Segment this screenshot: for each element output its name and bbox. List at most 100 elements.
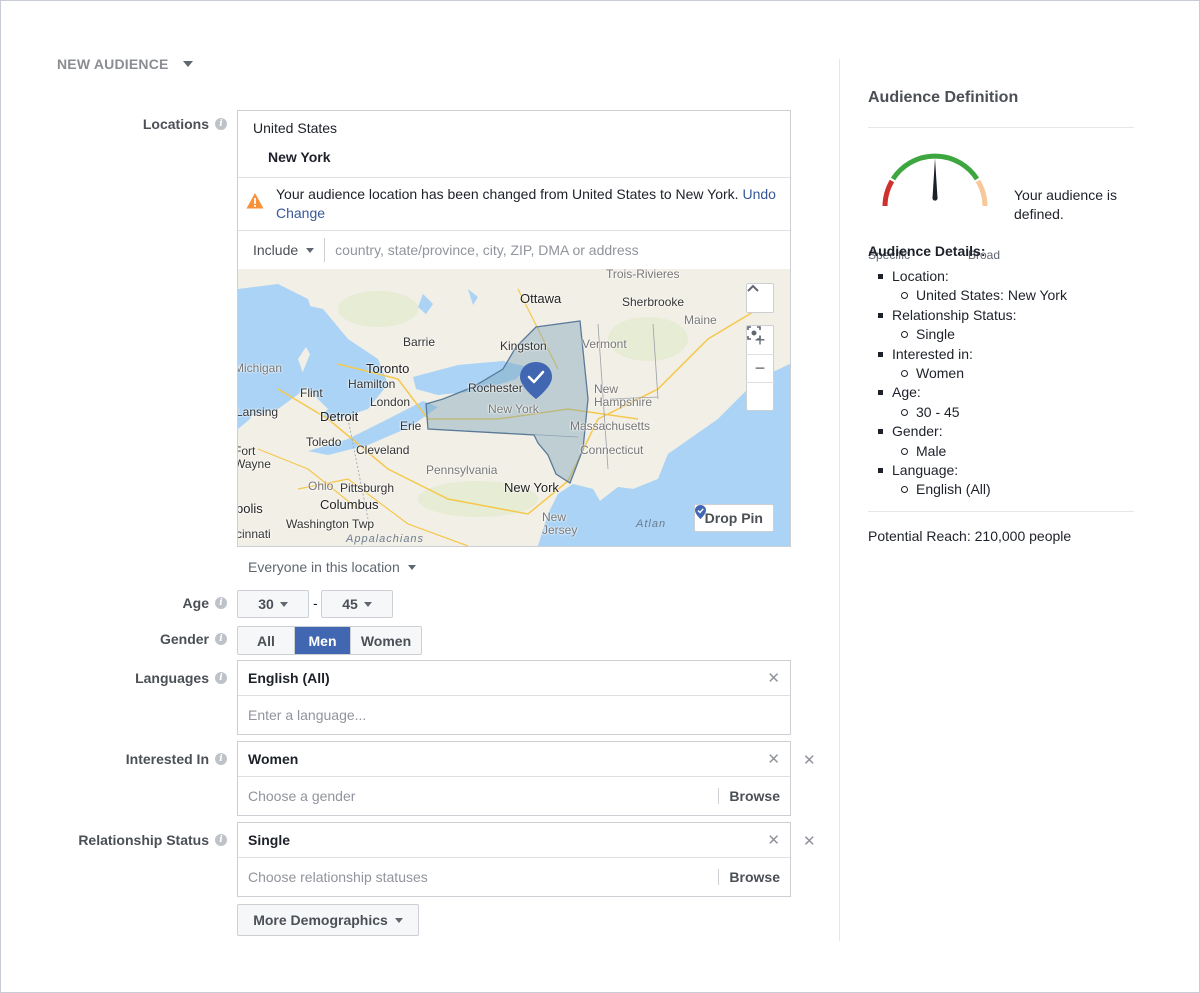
info-icon[interactable]: i (215, 834, 227, 846)
age-min-value: 30 (258, 596, 274, 612)
close-icon[interactable]: ✕ (767, 750, 780, 768)
audience-definition-panel: Audience Definition Specific Broad Your … (868, 89, 1134, 544)
audience-gauge-icon (882, 153, 988, 207)
browse-button[interactable]: Browse (718, 869, 780, 885)
location-warning: Your audience location has been changed … (246, 185, 776, 223)
chevron-down-icon (279, 601, 288, 607)
age-max-select[interactable]: 45 (321, 590, 393, 618)
info-icon[interactable]: i (215, 753, 227, 765)
drop-pin-button[interactable]: Drop Pin (693, 504, 774, 532)
close-icon[interactable]: ✕ (803, 752, 816, 769)
potential-reach: Potential Reach: 210,000 people (868, 528, 1072, 544)
map-label: New Hampshire (594, 382, 653, 409)
gender-label: Gender i (101, 631, 227, 647)
relationship-status-label-text: Relationship Status (78, 832, 209, 848)
interested-in-label-text: Interested In (125, 751, 209, 767)
map-label: Erie (400, 419, 422, 433)
audience-gauge: Specific Broad Your audience is defined. (868, 128, 1134, 262)
location-box: United States New York Your audience loc… (237, 110, 791, 547)
map-zoom-controls: + − (746, 325, 774, 411)
interested-in-label: Interested In i (61, 751, 227, 767)
relationship-token-label: Single (248, 832, 291, 848)
audience-details-list: Location: United States: New York Relati… (868, 267, 1134, 500)
map-label: Toledo (306, 435, 342, 449)
undo-change-link[interactable]: Undo Change (276, 186, 776, 221)
language-token: English (All) ✕ (238, 661, 790, 696)
chevron-up-icon[interactable] (746, 284, 774, 312)
detail-label: Relationship Status: (868, 306, 1134, 325)
location-region[interactable]: New York (268, 149, 331, 165)
chevron-down-icon (306, 247, 315, 253)
relationship-input[interactable] (248, 869, 719, 885)
close-icon[interactable]: ✕ (767, 669, 780, 687)
map-label: New York (488, 402, 539, 416)
new-audience-title: NEW AUDIENCE (57, 56, 169, 72)
browse-button[interactable]: Browse (718, 788, 780, 804)
more-demographics-button[interactable]: More Demographics (237, 904, 419, 936)
close-icon[interactable]: ✕ (767, 831, 780, 849)
divider (868, 127, 1134, 128)
info-icon[interactable]: i (215, 672, 227, 684)
map-label: Toronto (366, 361, 410, 376)
info-icon[interactable]: i (215, 118, 227, 130)
chevron-down-icon (182, 61, 193, 67)
detail-label: Location: (868, 267, 1134, 286)
map-label: New York (504, 480, 559, 495)
location-type-dropdown[interactable]: Everyone in this location (248, 559, 416, 575)
gender-label-text: Gender (159, 631, 209, 647)
gauge-specific-label: Specific (868, 248, 911, 262)
info-icon[interactable]: i (215, 597, 227, 609)
info-icon[interactable]: i (215, 633, 227, 645)
gender-option-men[interactable]: Men (294, 627, 350, 654)
gender-option-all[interactable]: All (238, 627, 294, 654)
language-token-label: English (All) (248, 670, 330, 686)
drop-pin-label: Drop Pin (704, 510, 763, 526)
warning-text: Your audience location has been changed … (276, 186, 739, 202)
include-dropdown[interactable]: Include (238, 238, 326, 262)
location-search-row: Include (238, 231, 790, 269)
panel-divider (839, 59, 840, 941)
map-label: Sherbrooke (622, 295, 685, 309)
relationship-status-label: Relationship Status i (41, 832, 227, 848)
relationship-status-box: Single ✕ Browse (237, 822, 791, 897)
map-label: Columbus (320, 497, 379, 512)
map-label: Atlan (636, 518, 667, 530)
interested-in-token-label: Women (248, 751, 299, 767)
age-max-value: 45 (342, 596, 358, 612)
map-label: Maine (684, 313, 717, 327)
age-min-select[interactable]: 30 (237, 590, 309, 618)
language-input[interactable] (248, 707, 780, 723)
interested-in-box: Women ✕ Browse (237, 741, 791, 816)
zoom-out-button[interactable]: − (746, 354, 774, 382)
gender-option-women[interactable]: Women (350, 627, 421, 654)
age-range-dash: - (313, 595, 318, 611)
map-canvas (238, 269, 790, 546)
map-label: Pennsylvania (426, 463, 498, 477)
location-search-input[interactable] (325, 242, 766, 258)
detail-label: Gender: (868, 422, 1134, 441)
location-map[interactable]: Trois-Rivieres Ottawa Sherbrooke Maine B… (238, 269, 790, 546)
age-label: Age i (101, 595, 227, 611)
close-icon[interactable]: ✕ (803, 833, 816, 850)
map-label: Ottawa (520, 291, 562, 306)
recenter-icon[interactable] (746, 326, 774, 410)
audience-status-text: Your audience is defined. (1014, 187, 1118, 222)
map-label: Cleveland (356, 443, 410, 457)
detail-value: United States: New York (868, 286, 1134, 305)
map-label: cinnati (238, 527, 271, 541)
chevron-down-icon (363, 601, 372, 607)
map-label: Kingston (500, 339, 547, 353)
new-audience-dropdown[interactable]: NEW AUDIENCE (57, 56, 193, 72)
gender-interest-input[interactable] (248, 788, 719, 804)
languages-label: Languages i (101, 670, 227, 686)
include-label: Include (253, 242, 299, 258)
relationship-input-row: Browse (238, 858, 790, 896)
gender-segmented-control: All Men Women (237, 626, 422, 655)
map-label: Connecticut (580, 443, 644, 457)
map-label: Lansing (238, 405, 279, 419)
languages-label-text: Languages (135, 670, 209, 686)
map-collapse-control[interactable] (746, 283, 774, 313)
map-pin-icon (694, 505, 706, 519)
divider (238, 177, 790, 178)
